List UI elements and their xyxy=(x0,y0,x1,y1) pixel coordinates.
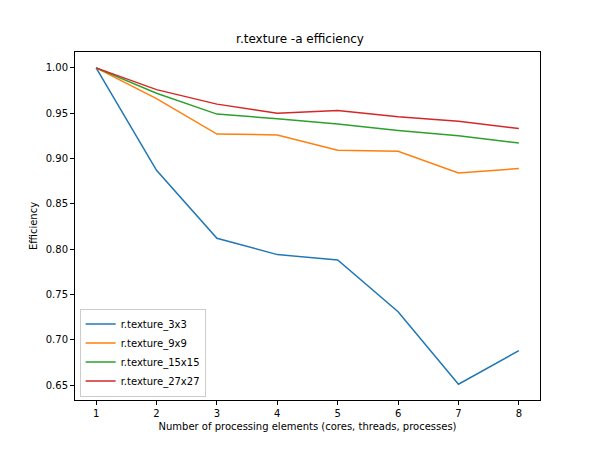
svg-text:0.75: 0.75 xyxy=(46,289,68,300)
svg-text:Number of processing elements: Number of processing elements (cores, th… xyxy=(158,421,456,432)
svg-text:6: 6 xyxy=(395,408,401,419)
svg-text:7: 7 xyxy=(455,408,461,419)
svg-text:r.texture_9x9: r.texture_9x9 xyxy=(121,338,187,350)
svg-text:1.00: 1.00 xyxy=(46,62,68,73)
svg-text:0.85: 0.85 xyxy=(46,198,68,209)
svg-text:r.texture_3x3: r.texture_3x3 xyxy=(121,319,187,331)
svg-text:1: 1 xyxy=(93,408,99,419)
svg-text:r.texture_15x15: r.texture_15x15 xyxy=(121,357,200,369)
svg-text:4: 4 xyxy=(274,408,280,419)
svg-text:0.65: 0.65 xyxy=(46,380,68,391)
svg-text:3: 3 xyxy=(214,408,220,419)
svg-text:5: 5 xyxy=(335,408,341,419)
svg-text:8: 8 xyxy=(516,408,522,419)
svg-text:0.80: 0.80 xyxy=(46,244,68,255)
svg-text:2: 2 xyxy=(153,408,159,419)
svg-text:0.70: 0.70 xyxy=(46,334,68,345)
svg-text:0.90: 0.90 xyxy=(46,153,68,164)
svg-text:Efficiency: Efficiency xyxy=(28,202,39,250)
svg-text:r.texture_27x27: r.texture_27x27 xyxy=(121,376,200,388)
svg-text:0.95: 0.95 xyxy=(46,108,68,119)
svg-text:r.texture -a efficiency: r.texture -a efficiency xyxy=(236,32,364,46)
